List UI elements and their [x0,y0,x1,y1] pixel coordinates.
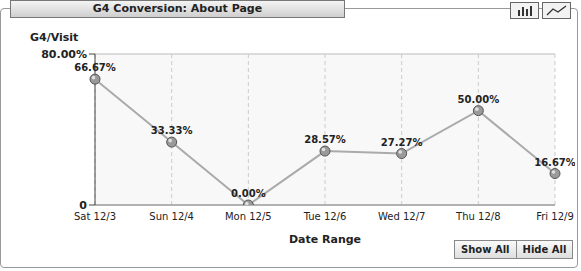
svg-text:33.33%: 33.33% [151,125,193,136]
html-text:Show All: Show All [461,244,510,255]
svg-text:66.67%: 66.67% [74,62,116,73]
svg-text:Sat 12/3: Sat 12/3 [74,211,116,222]
svg-text:Wed 12/7: Wed 12/7 [378,211,425,222]
svg-text:27.27%: 27.27% [381,137,423,148]
svg-text:50.00%: 50.00% [458,94,500,105]
svg-text:Thu 12/8: Thu 12/8 [455,211,500,222]
svg-text:Date Range: Date Range [289,233,361,246]
svg-text:0.00%: 0.00% [231,188,266,199]
html-text:G4 Conversion: About Page: G4 Conversion: About Page [92,2,263,15]
svg-text:Mon 12/5: Mon 12/5 [225,211,272,222]
svg-text:Fri 12/9: Fri 12/9 [536,211,573,222]
svg-text:0: 0 [79,199,87,212]
svg-text:28.57%: 28.57% [304,134,346,145]
svg-text:16.67%: 16.67% [534,157,573,168]
svg-text:80.00%: 80.00% [41,48,87,61]
svg-text:Tue 12/6: Tue 12/6 [303,211,347,222]
html-text:Hide All: Hide All [522,244,567,255]
svg-text:Sun 12/4: Sun 12/4 [149,211,194,222]
html-text:G4/Visit: G4/Visit [30,31,79,44]
